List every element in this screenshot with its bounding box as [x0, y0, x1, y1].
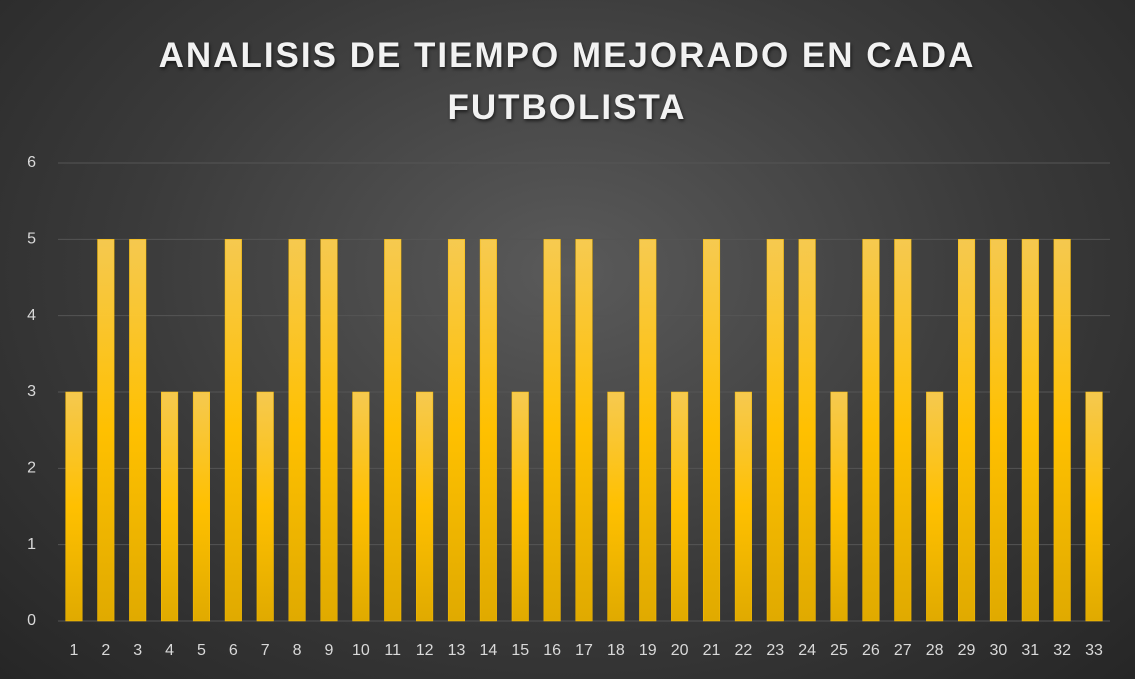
x-tick-label: 12 [416, 642, 434, 659]
bar [511, 391, 529, 622]
x-tick-label: 29 [958, 642, 976, 659]
x-tick-label: 25 [830, 642, 848, 659]
bar [1021, 239, 1039, 622]
bar [479, 239, 497, 622]
x-tick-label: 14 [479, 642, 497, 659]
y-tick-label: 0 [27, 612, 36, 629]
y-tick-label: 2 [27, 460, 36, 477]
x-tick-label: 9 [325, 642, 334, 659]
bar [65, 391, 83, 622]
x-tick-label: 28 [926, 642, 944, 659]
x-tick-label: 21 [703, 642, 721, 659]
x-tick-label: 2 [101, 642, 110, 659]
bar [192, 391, 210, 622]
y-tick-label: 5 [27, 231, 36, 248]
x-tick-label: 17 [575, 642, 593, 659]
x-tick-label: 23 [766, 642, 784, 659]
x-tick-label: 8 [293, 642, 302, 659]
bar [798, 239, 816, 622]
bar [575, 239, 593, 622]
bar [766, 239, 784, 622]
bar [256, 391, 274, 622]
bar [1085, 391, 1103, 622]
bar [702, 239, 721, 622]
bar [543, 239, 561, 622]
bar [288, 239, 306, 622]
bar [352, 391, 370, 622]
bar [639, 239, 657, 622]
x-tick-label: 18 [607, 642, 625, 659]
bar [671, 391, 689, 622]
bar [447, 239, 466, 622]
bar [958, 239, 976, 622]
y-tick-label: 1 [27, 536, 36, 553]
y-tick-label: 6 [27, 154, 36, 171]
x-tick-label: 1 [69, 642, 78, 659]
bar [894, 239, 912, 622]
bar [97, 239, 115, 622]
x-tick-label: 11 [384, 642, 401, 659]
x-tick-label: 33 [1085, 642, 1103, 659]
x-tick-label: 22 [734, 642, 752, 659]
bar [161, 391, 179, 622]
x-tick-label: 10 [352, 642, 370, 659]
x-tick-label: 24 [798, 642, 816, 659]
x-tick-label: 15 [511, 642, 529, 659]
x-tick-label: 32 [1053, 642, 1071, 659]
x-tick-label: 3 [133, 642, 142, 659]
bar [129, 239, 147, 622]
x-tick-label: 26 [862, 642, 880, 659]
y-tick-label: 3 [27, 383, 36, 400]
x-tick-label: 20 [671, 642, 689, 659]
x-tick-label: 27 [894, 642, 912, 659]
bar [320, 239, 338, 622]
bar [416, 391, 434, 622]
x-tick-label: 13 [448, 642, 466, 659]
x-tick-label: 7 [261, 642, 270, 659]
x-tick-label: 5 [197, 642, 206, 659]
bar [989, 239, 1007, 622]
x-tick-label: 16 [543, 642, 561, 659]
bar [830, 391, 848, 622]
bar [734, 391, 752, 622]
x-tick-label: 30 [990, 642, 1008, 659]
chart-title: ANALISIS DE TIEMPO MEJORADO EN CADA FUTB… [158, 36, 976, 127]
bar [384, 239, 402, 622]
x-tick-label: 4 [165, 642, 174, 659]
bar [607, 391, 625, 622]
x-tick-label: 19 [639, 642, 657, 659]
x-tick-label: 6 [229, 642, 238, 659]
bar [224, 239, 242, 622]
bar [862, 239, 880, 622]
bar [1053, 239, 1071, 622]
bar [926, 391, 944, 622]
y-tick-label: 4 [27, 307, 36, 324]
x-tick-label: 31 [1021, 642, 1039, 659]
